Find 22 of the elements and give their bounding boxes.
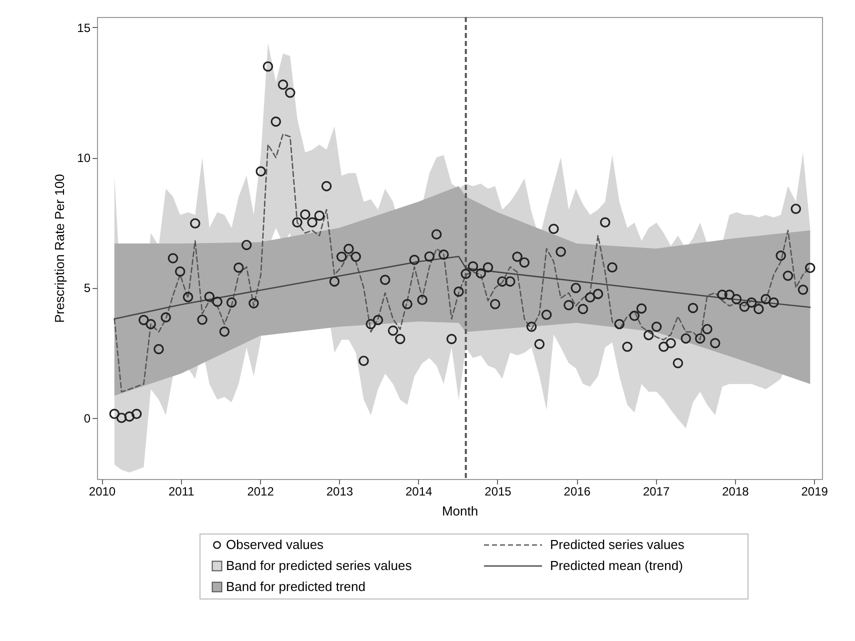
x-tick-label: 2012 [247, 484, 274, 498]
x-tick-label: 2019 [801, 484, 828, 498]
line-series [114, 256, 811, 320]
legend-label: Band for predicted trend [226, 579, 366, 594]
x-tick-label: 2017 [642, 484, 670, 498]
legend-label: Predicted mean (trend) [550, 558, 683, 573]
x-tick-label: 2011 [168, 484, 195, 498]
legend-label: Predicted series values [550, 537, 685, 552]
x-tick-label: 2015 [484, 484, 512, 498]
y-tick-label: 0 [84, 411, 91, 426]
x-tick-label: 2014 [405, 484, 433, 498]
x-axis-title: Month [442, 504, 478, 518]
y-tick-label: 15 [77, 20, 91, 35]
legend-label: Observed values [226, 537, 324, 552]
x-tick-label: 2016 [564, 484, 591, 498]
x-tick-label: 2018 [722, 484, 750, 498]
y-tick-label: 10 [77, 151, 91, 166]
x-tick-label: 2013 [326, 484, 354, 498]
x-tick-label: 2010 [88, 484, 116, 498]
legend-label: Band for predicted series values [226, 558, 412, 573]
y-axis-title: Prescription Rate Per 100 [52, 174, 68, 323]
y-tick-label: 5 [84, 281, 91, 296]
